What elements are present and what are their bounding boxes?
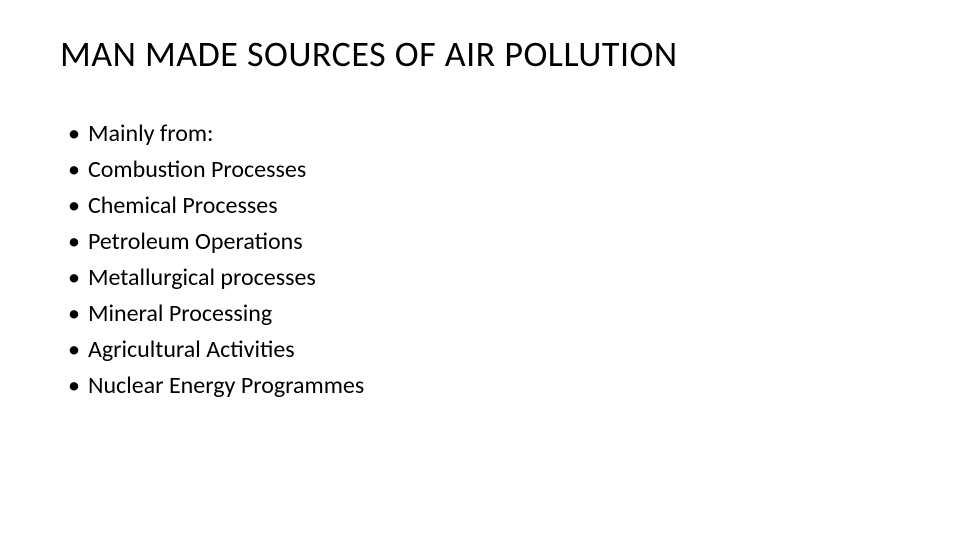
bullet-marker-icon: • — [68, 296, 80, 332]
list-item: • Combustion Processes — [68, 152, 900, 188]
bullet-marker-icon: • — [68, 260, 80, 296]
bullet-marker-icon: • — [68, 368, 80, 404]
bullet-marker-icon: • — [68, 116, 80, 152]
list-item: • Agricultural Activities — [68, 332, 900, 368]
list-item: • Mineral Processing — [68, 296, 900, 332]
bullet-marker-icon: • — [68, 224, 80, 260]
bullet-text: Petroleum Operations — [88, 224, 303, 260]
bullet-text: Chemical Processes — [88, 188, 278, 224]
bullet-marker-icon: • — [68, 332, 80, 368]
bullet-marker-icon: • — [68, 152, 80, 188]
list-item: • Metallurgical processes — [68, 260, 900, 296]
bullet-text: Mineral Processing — [88, 296, 272, 332]
bullet-text: Metallurgical processes — [88, 260, 316, 296]
slide-title: MAN MADE SOURCES OF AIR POLLUTION — [60, 32, 900, 76]
list-item: • Mainly from: — [68, 116, 900, 152]
bullet-marker-icon: • — [68, 188, 80, 224]
list-item: • Chemical Processes — [68, 188, 900, 224]
bullet-text: Combustion Processes — [88, 152, 306, 188]
bullet-text: Mainly from: — [88, 116, 213, 152]
bullet-text: Agricultural Activities — [88, 332, 295, 368]
bullet-list: • Mainly from: • Combustion Processes • … — [60, 116, 900, 404]
bullet-text: Nuclear Energy Programmes — [88, 368, 364, 404]
slide-container: MAN MADE SOURCES OF AIR POLLUTION • Main… — [0, 0, 960, 540]
list-item: • Petroleum Operations — [68, 224, 900, 260]
list-item: • Nuclear Energy Programmes — [68, 368, 900, 404]
